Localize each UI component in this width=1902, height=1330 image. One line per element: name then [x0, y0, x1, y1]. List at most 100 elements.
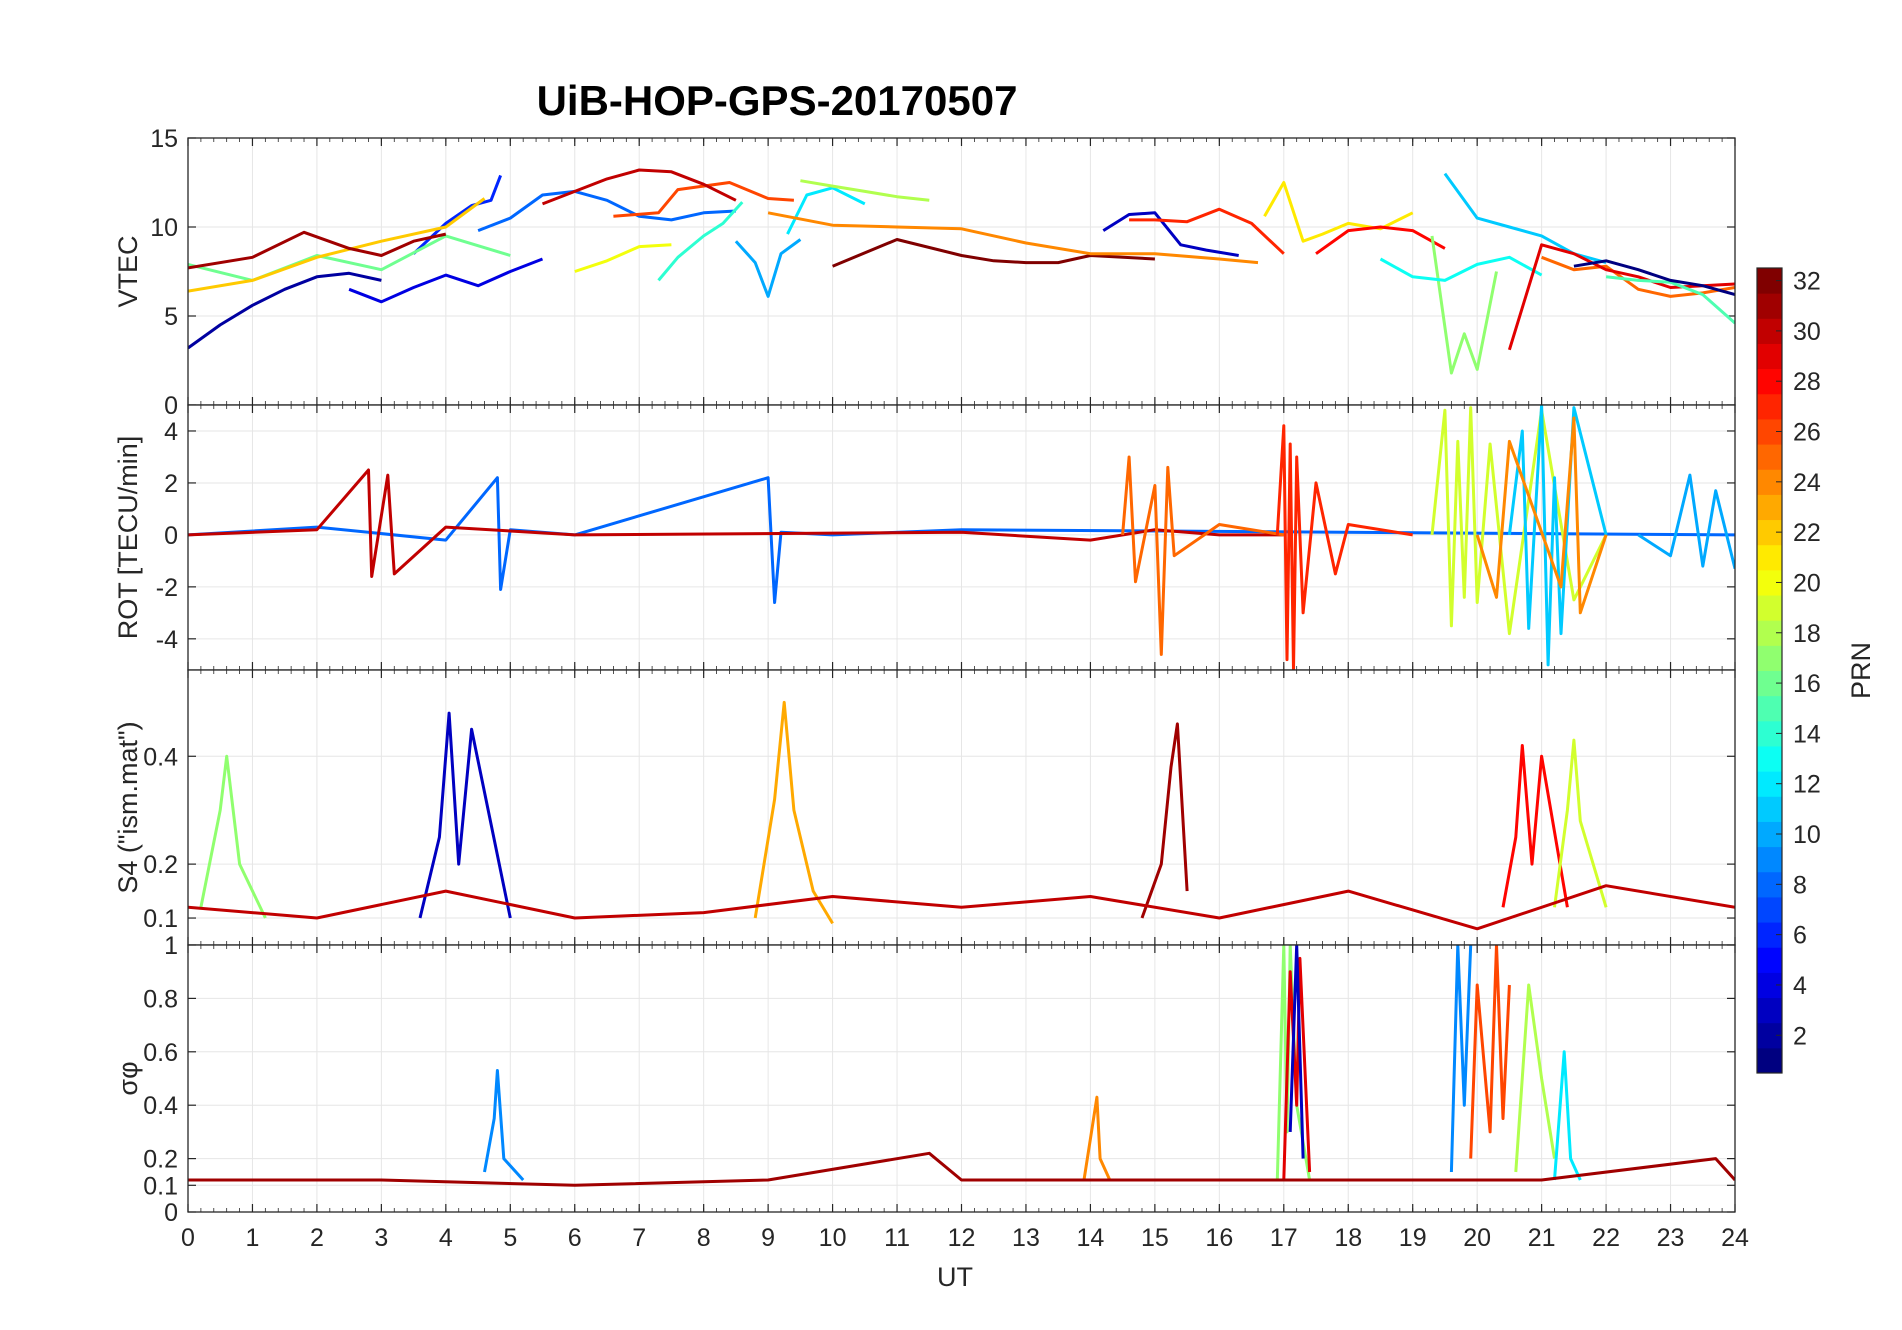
- colorbar-swatch-21: [1757, 544, 1782, 571]
- y-tick-label: 0: [164, 392, 178, 420]
- series-line-prn-17: [199, 754, 267, 919]
- colorbar-swatch-1: [1757, 1047, 1782, 1074]
- panel-frame: [187, 944, 1736, 1213]
- y-tick-label: 0.6: [143, 1039, 178, 1067]
- series-line-prn-31: [188, 1151, 1735, 1187]
- colorbar-swatch-7: [1757, 896, 1782, 923]
- x-tick-label: 7: [632, 1224, 646, 1252]
- y-tick-label: 10: [150, 214, 178, 242]
- x-tick-label: 1: [246, 1224, 260, 1252]
- y-axis-label-sigma_phi: σφ: [113, 1061, 143, 1095]
- x-tick-label: 15: [1141, 1224, 1169, 1252]
- colorbar-tick-label: 32: [1793, 268, 1821, 296]
- colorbar-tick-label: 24: [1793, 469, 1821, 497]
- series-line-prn-26: [1469, 945, 1511, 1159]
- y-tick-label: 15: [150, 125, 178, 153]
- series-line-prn-9: [483, 1069, 525, 1182]
- colorbar-tick-label: 20: [1793, 569, 1821, 597]
- colorbar-swatch-5: [1757, 947, 1782, 973]
- y-tick-label: 0.1: [143, 1172, 178, 1200]
- y-axis-label-vtec: VTEC: [113, 235, 143, 307]
- panel-rot: -4 -2 0 2 4 ROT [TECU/min]: [113, 404, 1736, 671]
- x-tick-label: 13: [1012, 1224, 1040, 1252]
- y-tick-label: 1: [164, 932, 178, 960]
- colorbar-tick-label: 4: [1793, 972, 1807, 1000]
- x-tick-label: 20: [1463, 1224, 1491, 1252]
- y-axis-label-rot: ROT [TECU/min]: [113, 436, 143, 640]
- series-line-prn-28: [1315, 225, 1446, 255]
- y-axis-label-s4: S4 ("ism.mat"): [113, 721, 143, 893]
- colorbar-swatch-17: [1757, 645, 1782, 671]
- series-line-prn-31: [188, 230, 447, 270]
- colorbar-swatch-3: [1757, 997, 1782, 1024]
- x-tick-label: 18: [1334, 1224, 1362, 1252]
- x-tick-label: 17: [1270, 1224, 1298, 1252]
- colorbar-tick-label: 16: [1793, 670, 1821, 698]
- panel-vtec: 0 5 10 15 VTEC: [113, 125, 1736, 420]
- colorbar-swatch-11: [1757, 796, 1782, 822]
- x-axis-label: UT: [937, 1262, 973, 1292]
- series-line-prn-27: [1129, 207, 1285, 255]
- colorbar-swatch-25: [1757, 444, 1782, 470]
- x-tick-labels: 0 1 2 3 4 5 6 7 8 9 10 11 12 13 14 15 16 17 18 19 20 21 22 23 24: [181, 1224, 1749, 1252]
- series-line-prn-31: [1140, 722, 1189, 919]
- y-tick-label: 0: [164, 1199, 178, 1227]
- series-line-prn-28: [1501, 744, 1569, 908]
- panel-s4: 0.1 0.2 0.4S4 ("ism.mat"): [113, 669, 1736, 946]
- colorbar-swatch-31: [1757, 293, 1782, 319]
- chart-title: UiB-HOP-GPS-20170507: [537, 77, 1018, 124]
- series-line-prn-25: [1541, 255, 1735, 298]
- colorbar-swatch-19: [1757, 595, 1782, 621]
- colorbar-tick-label: 22: [1793, 519, 1821, 547]
- y-tick-label: 0.8: [143, 985, 178, 1013]
- x-tick-label: 5: [503, 1224, 517, 1252]
- x-tick-label: 21: [1528, 1224, 1556, 1252]
- colorbar-tick-label: 12: [1793, 771, 1821, 799]
- series-line-prn-18: [1514, 983, 1556, 1173]
- series-line-prn-16: [188, 234, 511, 282]
- series-line-prn-14: [657, 201, 744, 282]
- series-line-prn-1: [1573, 259, 1735, 297]
- series-line-prn-27: [1275, 424, 1413, 670]
- colorbar-swatch-27: [1757, 393, 1782, 420]
- y-tick-label: 0.1: [143, 905, 178, 933]
- series-line-prn-26: [613, 181, 795, 218]
- series-line-prn-15: [1605, 275, 1735, 325]
- series-group: [188, 168, 1735, 375]
- y-tick-label: -4: [156, 626, 178, 654]
- series-line-prn-13: [1379, 255, 1543, 282]
- panel-sigma_phi: 00.10.2 0.4 0.6 0.8 1 σφ: [113, 932, 1736, 1227]
- series-group: [188, 700, 1735, 931]
- series-line-prn-18: [800, 179, 930, 202]
- x-tick-label: 6: [568, 1224, 582, 1252]
- series-line-prn-10: [1637, 473, 1735, 570]
- series-line-prn-29: [1282, 956, 1312, 1181]
- colorbar-swatch-9: [1757, 846, 1782, 873]
- series-line-prn-17: [1430, 235, 1498, 375]
- series-line-prn-10: [734, 238, 802, 298]
- series-line-prn-30: [188, 468, 1284, 578]
- series-line-prn-24: [1475, 416, 1608, 615]
- y-tick-label: 0.2: [143, 1146, 178, 1174]
- series-group: [188, 945, 1735, 1187]
- series-line-prn-25: [1121, 455, 1285, 656]
- series-group: [188, 405, 1735, 670]
- series-line-prn-30: [188, 884, 1735, 931]
- colorbar-tick-label: 2: [1793, 1022, 1807, 1050]
- x-tick-label: 14: [1077, 1224, 1105, 1252]
- x-tick-label: 9: [761, 1224, 775, 1252]
- series-line-prn-32: [832, 238, 1155, 268]
- series-line-prn-6: [412, 174, 502, 255]
- colorbar-tick-label: 14: [1793, 720, 1821, 748]
- series-line-prn-24: [767, 211, 1259, 265]
- colorbar-swatch-29: [1757, 343, 1782, 370]
- series-line-prn-3: [1288, 945, 1305, 1159]
- y-tick-label: 0.4: [143, 1092, 178, 1120]
- series-line-prn-19: [1553, 738, 1608, 908]
- colorbar-tick-label: 18: [1793, 620, 1821, 648]
- series-line-prn-30: [541, 168, 737, 206]
- y-tick-label: 0.2: [143, 851, 178, 879]
- colorbar-frame: [1756, 267, 1783, 1074]
